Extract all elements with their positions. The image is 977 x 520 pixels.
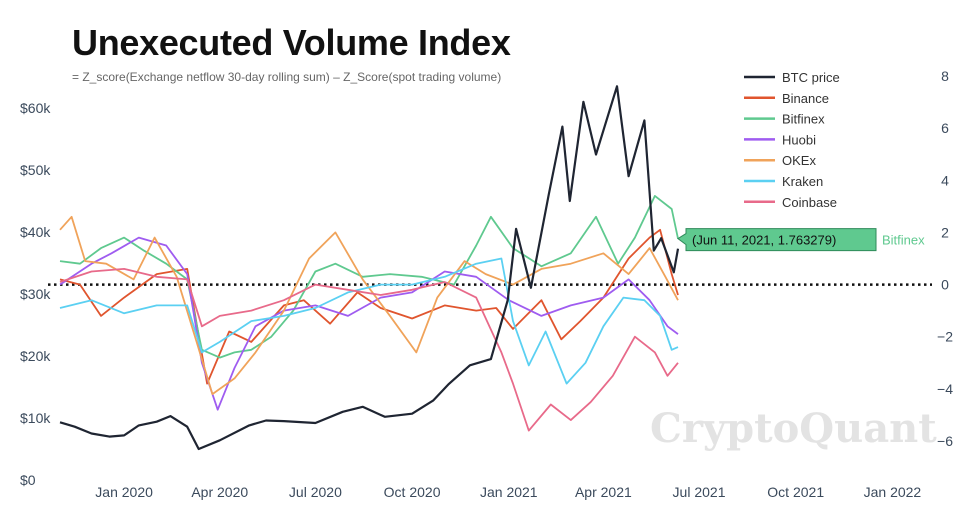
y-right-tick-label: 0 [941,277,949,293]
legend-label: Coinbase [782,195,837,210]
x-tick-label: Oct 2020 [384,484,441,500]
chart-subtitle: = Z_score(Exchange netflow 30-day rollin… [72,70,502,84]
y-left-tick-label: $50k [20,162,51,178]
x-tick-label: Jan 2021 [480,484,538,500]
x-tick-label: Jan 2022 [864,484,922,500]
tooltip-text: (Jun 11, 2021, 1.763279) [692,233,836,248]
legend-label: BTC price [782,70,840,85]
y-right-tick-label: 2 [941,224,949,240]
y-left-tick-label: $10k [20,410,51,426]
y-left-tick-label: $30k [20,286,51,302]
y-right-tick-label: 8 [941,68,949,84]
legend-label: Huobi [782,132,816,147]
series-line-okex [59,215,679,395]
legend-label: Bitfinex [782,112,825,127]
series-line-huobi [59,236,679,411]
x-tick-label: Apr 2020 [191,484,248,500]
y-left-tick-label: $20k [20,348,51,364]
watermark: CryptoQuant [650,405,937,452]
y-right-tick-label: 4 [941,172,949,188]
legend-label: OKEx [782,153,816,168]
chart-title: Unexecuted Volume Index [72,22,511,63]
legend-label: Kraken [782,174,823,189]
y-left-tick-label: $60k [20,100,51,116]
y-right-tick-label: −6 [937,433,953,449]
y-left-tick-label: $40k [20,224,51,240]
y-left-tick-label: $0 [20,472,36,488]
series-line-kraken [59,257,679,385]
x-tick-label: Jul 2020 [289,484,342,500]
x-tick-label: Jan 2020 [95,484,153,500]
x-tick-label: Apr 2021 [575,484,632,500]
series-line-coinbase [59,268,679,432]
series-line-binance [59,228,679,385]
x-tick-label: Oct 2021 [767,484,824,500]
series-line-btc-price [59,85,680,451]
x-tick-label: Jul 2021 [673,484,726,500]
tooltip-box [677,228,877,252]
y-right-tick-label: 6 [941,120,949,136]
y-right-tick-label: −2 [937,329,953,345]
tooltip-series-label: Bitfinex [882,233,925,248]
legend-label: Binance [782,91,829,106]
y-right-tick-label: −4 [937,381,953,397]
series-line-bitfinex [59,195,679,359]
